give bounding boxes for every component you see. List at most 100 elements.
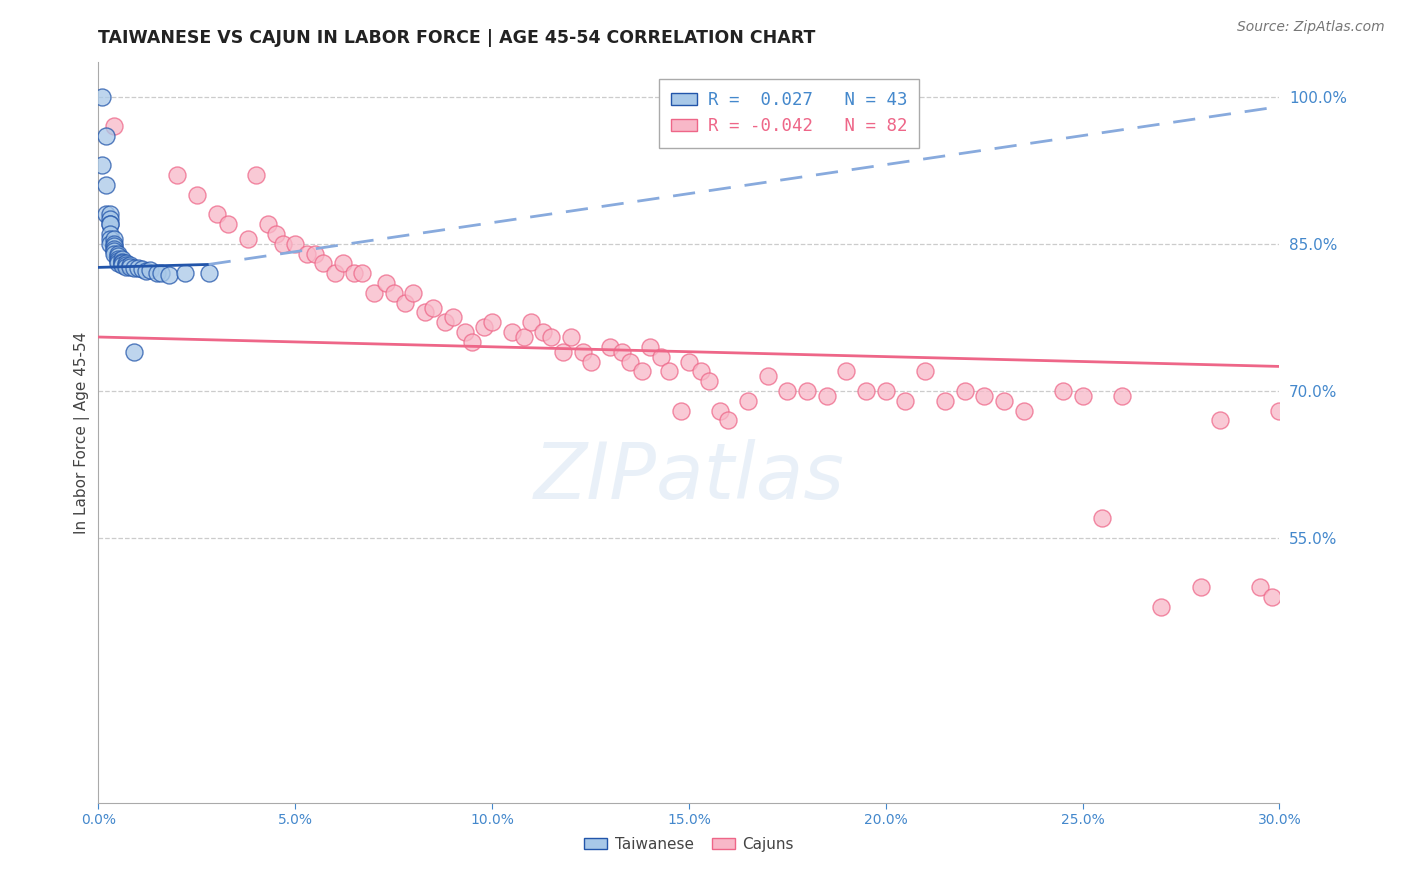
Point xyxy=(382,285,405,300)
Point xyxy=(1150,599,1173,614)
Point xyxy=(1111,389,1133,403)
Point xyxy=(236,232,259,246)
Point xyxy=(630,364,652,378)
Point xyxy=(934,393,956,408)
Point xyxy=(855,384,877,398)
Point xyxy=(91,89,114,103)
Point xyxy=(433,315,456,329)
Point xyxy=(295,246,318,260)
Y-axis label: In Labor Force | Age 45-54: In Labor Force | Age 45-54 xyxy=(75,332,90,533)
Point xyxy=(914,364,936,378)
Point xyxy=(512,330,534,344)
Point xyxy=(669,403,692,417)
Point xyxy=(103,244,125,258)
Point xyxy=(186,187,208,202)
Point xyxy=(875,384,897,398)
Point xyxy=(531,325,554,339)
Point xyxy=(135,264,157,278)
Point xyxy=(98,217,121,231)
Point xyxy=(115,260,138,275)
Point xyxy=(461,334,484,349)
Point xyxy=(1012,403,1035,417)
Point xyxy=(323,266,346,280)
Point xyxy=(638,340,661,354)
Point xyxy=(610,344,633,359)
Point xyxy=(96,207,118,221)
Point xyxy=(304,246,326,260)
Point xyxy=(107,253,129,268)
Point xyxy=(264,227,287,241)
Point xyxy=(98,212,121,227)
Point xyxy=(1308,413,1330,427)
Point xyxy=(717,413,740,427)
Point xyxy=(1091,511,1114,525)
Point xyxy=(115,259,138,273)
Text: TAIWANESE VS CAJUN IN LABOR FORCE | AGE 45-54 CORRELATION CHART: TAIWANESE VS CAJUN IN LABOR FORCE | AGE … xyxy=(98,29,815,47)
Point xyxy=(540,330,562,344)
Point xyxy=(98,207,121,221)
Point xyxy=(560,330,582,344)
Point xyxy=(953,384,976,398)
Point xyxy=(776,384,799,398)
Point xyxy=(1071,389,1094,403)
Point xyxy=(284,236,307,251)
Point xyxy=(217,217,239,231)
Point xyxy=(107,256,129,270)
Point xyxy=(658,364,681,378)
Point xyxy=(245,168,267,182)
Point xyxy=(256,217,278,231)
Legend: Taiwanese, Cajuns: Taiwanese, Cajuns xyxy=(578,830,800,858)
Point xyxy=(118,260,141,275)
Point xyxy=(98,227,121,241)
Point xyxy=(273,236,295,251)
Point xyxy=(650,350,672,364)
Point xyxy=(1327,413,1350,427)
Point xyxy=(678,354,700,368)
Point xyxy=(1189,580,1212,594)
Text: Source: ZipAtlas.com: Source: ZipAtlas.com xyxy=(1237,20,1385,34)
Text: ZIPatlas: ZIPatlas xyxy=(533,439,845,515)
Point xyxy=(146,266,169,280)
Point xyxy=(689,364,711,378)
Point xyxy=(312,256,335,270)
Point xyxy=(374,276,396,290)
Point xyxy=(138,263,160,277)
Point xyxy=(571,344,593,359)
Point xyxy=(103,242,125,256)
Point xyxy=(96,128,118,143)
Point xyxy=(472,320,495,334)
Point xyxy=(103,239,125,253)
Point xyxy=(1347,423,1369,437)
Point xyxy=(103,232,125,246)
Point xyxy=(96,178,118,192)
Point xyxy=(174,266,197,280)
Point xyxy=(1260,590,1282,604)
Point xyxy=(111,256,134,270)
Point xyxy=(111,252,134,266)
Point xyxy=(157,268,180,283)
Point xyxy=(551,344,574,359)
Point xyxy=(619,354,641,368)
Point xyxy=(756,369,779,384)
Point xyxy=(98,232,121,246)
Point xyxy=(91,158,114,172)
Point xyxy=(118,259,141,273)
Point xyxy=(115,256,138,270)
Point xyxy=(973,389,995,403)
Point xyxy=(103,119,125,133)
Point xyxy=(815,389,838,403)
Point xyxy=(103,236,125,251)
Point xyxy=(111,259,134,273)
Point xyxy=(520,315,543,329)
Point xyxy=(343,266,366,280)
Point xyxy=(107,252,129,266)
Point xyxy=(107,246,129,260)
Point xyxy=(453,325,475,339)
Point xyxy=(835,364,858,378)
Point xyxy=(332,256,354,270)
Point xyxy=(150,266,173,280)
Point xyxy=(737,393,759,408)
Point xyxy=(1268,403,1291,417)
Point xyxy=(441,310,464,325)
Point xyxy=(501,325,523,339)
